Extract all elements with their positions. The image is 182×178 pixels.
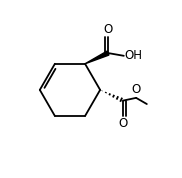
Text: O: O: [118, 117, 128, 130]
Text: O: O: [103, 23, 113, 36]
Polygon shape: [85, 51, 109, 64]
Text: OH: OH: [124, 49, 143, 62]
Text: O: O: [132, 83, 141, 96]
